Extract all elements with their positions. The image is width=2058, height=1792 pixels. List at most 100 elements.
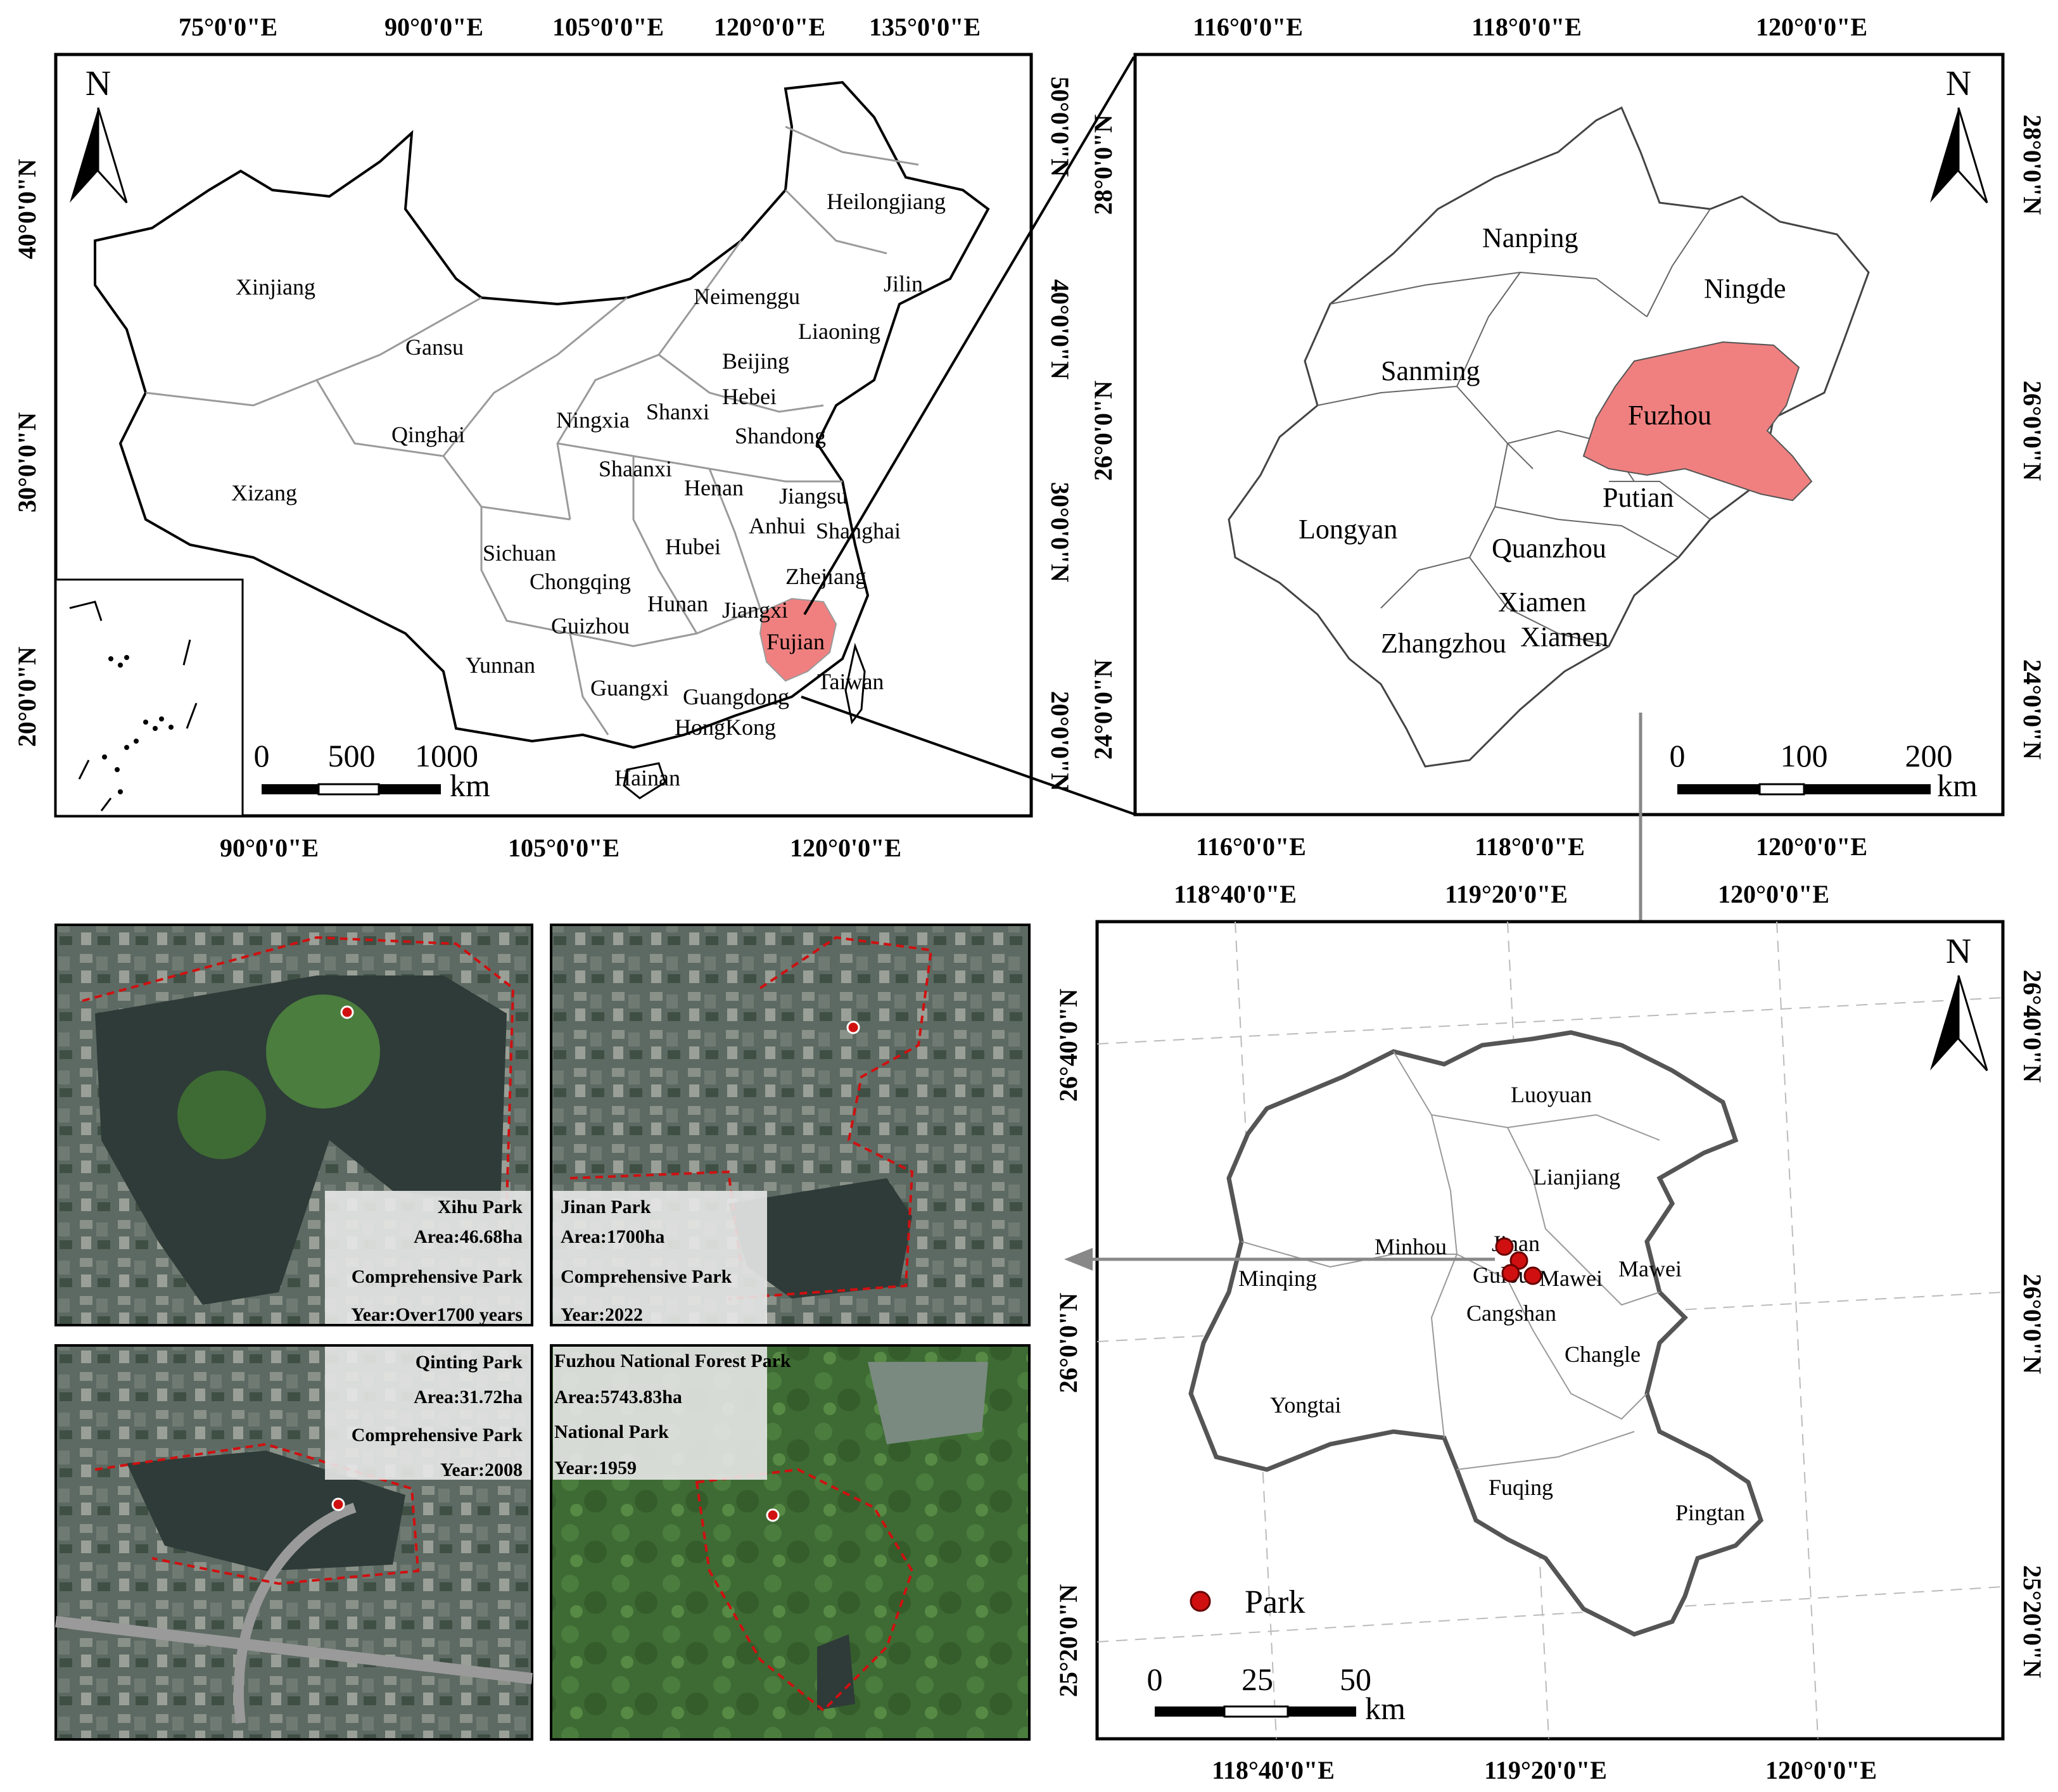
- label-quanzhou: Quanzhou: [1492, 533, 1606, 564]
- park-info-box: [553, 1347, 767, 1480]
- label-changle: Changle: [1565, 1342, 1641, 1367]
- park-photo-xihu: Xihu Park Area:46.68ha Comprehensive Par…: [54, 924, 533, 1326]
- fuzhou-left-lat-2: 26°0'0"N: [1054, 1293, 1083, 1393]
- label-cangshan: Cangshan: [1466, 1300, 1556, 1326]
- fuzhou-scale-bar: 0 25 50 km: [1147, 1662, 1406, 1726]
- china-top-lon-2: 90°0'0"E: [384, 13, 483, 41]
- label-guangdong: Guangdong: [683, 684, 789, 709]
- china-province-lines: [145, 125, 919, 735]
- park-area: Area:5743.83ha: [554, 1387, 682, 1408]
- svg-text:1000: 1000: [415, 738, 478, 773]
- label-hongkong: HongKong: [675, 715, 776, 740]
- label-xiamen: Xiamen: [1498, 587, 1586, 618]
- park-pin-icon: [766, 1508, 780, 1522]
- park-year: Year:2022: [561, 1304, 643, 1325]
- fuzhou-bottom-lon-1: 118°40'0"E: [1212, 1756, 1335, 1784]
- park-name: Qinting Park: [416, 1352, 523, 1373]
- park-marker: [1501, 1264, 1520, 1283]
- china-right-lat-3: 30°0'0"N: [1046, 482, 1074, 582]
- svg-text:km: km: [450, 768, 490, 803]
- park-info-box: [553, 1191, 767, 1324]
- label-taiwan: Taiwan: [817, 669, 884, 694]
- fujian-scale-bar: 0 100 200 km: [1670, 738, 1978, 803]
- fuzhou-district-lines: [1241, 1051, 1660, 1470]
- svg-text:km: km: [1365, 1691, 1406, 1726]
- park-year: Year:1959: [554, 1458, 637, 1478]
- park-photo-qinting: Qinting Park Area:31.72ha Comprehensive …: [54, 1344, 533, 1741]
- label-mawei: Mawei: [1539, 1266, 1603, 1291]
- china-bottom-lon-1: 90°0'0"E: [220, 834, 319, 862]
- china-map-panel: 75°0'0"E 90°0'0"E 105°0'0"E 120°0'0"E 13…: [13, 13, 1074, 862]
- fuzhou-left-lat-3: 25°20'0"N: [1054, 1584, 1083, 1697]
- china-top-lon-1: 75°0'0"E: [179, 13, 277, 41]
- park-photo-forest: Fuzhou National Forest Park Area:5743.83…: [550, 1344, 1031, 1741]
- label-guizhou: Guizhou: [551, 613, 630, 639]
- park-pin-icon: [340, 1005, 354, 1019]
- svg-text:km: km: [1937, 768, 1978, 803]
- fujian-north-arrow: N: [1930, 64, 1988, 204]
- label-shaanxi: Shaanxi: [599, 456, 672, 481]
- fujian-right-lat-2: 26°0'0"N: [2018, 381, 2047, 481]
- label-xiamen-2: Xiamen: [1520, 621, 1608, 652]
- china-top-lon-5: 135°0'0"E: [869, 13, 981, 41]
- label-fujian: Fujian: [766, 629, 825, 654]
- park-pin-icon: [331, 1497, 345, 1511]
- label-minhou: Minhou: [1375, 1234, 1447, 1259]
- china-outline: [94, 80, 990, 749]
- label-fuzhou: Fuzhou: [1628, 400, 1712, 431]
- fujian-top-lon-1: 116°0'0"E: [1193, 13, 1303, 41]
- fujian-top-lon-3: 120°0'0"E: [1756, 13, 1867, 41]
- fuzhou-top-lon-2: 119°20'0"E: [1445, 880, 1568, 908]
- china-north-arrow: N: [70, 64, 128, 204]
- fujian-bottom-lon-1: 116°0'0"E: [1196, 832, 1306, 861]
- label-sanming: Sanming: [1381, 355, 1480, 386]
- park-marker: [1509, 1251, 1528, 1270]
- svg-text:200: 200: [1905, 738, 1953, 773]
- label-qinghai: Qinghai: [391, 422, 465, 447]
- park-marker: [1523, 1266, 1542, 1285]
- park-area: Area:1700ha: [561, 1226, 664, 1247]
- label-shandong: Shandong: [735, 423, 826, 448]
- china-bottom-lon-2: 105°0'0"E: [508, 834, 619, 862]
- label-zhangzhou: Zhangzhou: [1381, 628, 1506, 659]
- fuzhou-top-lon-3: 120°0'0"E: [1718, 880, 1829, 908]
- park-name: Fuzhou National Forest Park: [554, 1350, 791, 1371]
- svg-text:N: N: [1946, 64, 1971, 103]
- label-hainan: Hainan: [614, 765, 680, 791]
- svg-text:0: 0: [1147, 1662, 1163, 1697]
- fujian-bottom-lon-2: 118°0'0"E: [1475, 832, 1585, 861]
- fujian-right-lat-3: 24°0'0"N: [2018, 659, 2047, 759]
- svg-text:25: 25: [1242, 1662, 1273, 1697]
- park-type: National Park: [554, 1421, 669, 1442]
- china-to-fujian-connector: [801, 56, 1135, 815]
- label-liaoning: Liaoning: [798, 319, 880, 344]
- park-marker: [1495, 1237, 1514, 1256]
- fuzhou-legend: Park: [1190, 1584, 1305, 1620]
- china-top-lon-4: 120°0'0"E: [714, 13, 825, 41]
- svg-text:100: 100: [1781, 738, 1828, 773]
- label-hubei: Hubei: [665, 534, 721, 559]
- fujian-top-lon-2: 118°0'0"E: [1471, 13, 1582, 41]
- label-chongqing: Chongqing: [530, 569, 631, 594]
- china-right-lat-2: 40°0'0"N: [1046, 279, 1074, 379]
- fujian-left-lat-2: 26°0'0"N: [1089, 381, 1117, 481]
- label-ningxia: Ningxia: [556, 407, 630, 433]
- fuzhou-right-lat-1: 26°40'0"N: [2018, 970, 2047, 1083]
- label-guangxi: Guangxi: [590, 675, 669, 701]
- china-fujian-highlight: [759, 597, 837, 682]
- fuzhou-bottom-lon-3: 120°0'0"E: [1765, 1756, 1877, 1784]
- china-left-lat-2: 30°0'0"N: [13, 412, 41, 512]
- label-hebei: Hebei: [722, 384, 777, 409]
- fuzhou-right-lat-3: 25°20'0"N: [2018, 1565, 2047, 1678]
- label-longyan: Longyan: [1299, 514, 1397, 545]
- label-shanxi: Shanxi: [646, 399, 709, 424]
- hainan-island: [623, 762, 666, 799]
- fuzhou-outline: [1188, 1030, 1764, 1637]
- fuzhou-to-parks-arrow: [1064, 1248, 1495, 1271]
- label-heilongjiang: Heilongjiang: [827, 189, 946, 214]
- fuzhou-bottom-lon-2: 119°20'0"E: [1484, 1756, 1607, 1784]
- park-type: Comprehensive Park: [561, 1266, 732, 1287]
- fuzhou-map-panel: 118°40'0"E 119°20'0"E 120°0'0"E 118°40'0…: [1054, 880, 2047, 1784]
- label-pingtan: Pingtan: [1675, 1500, 1745, 1525]
